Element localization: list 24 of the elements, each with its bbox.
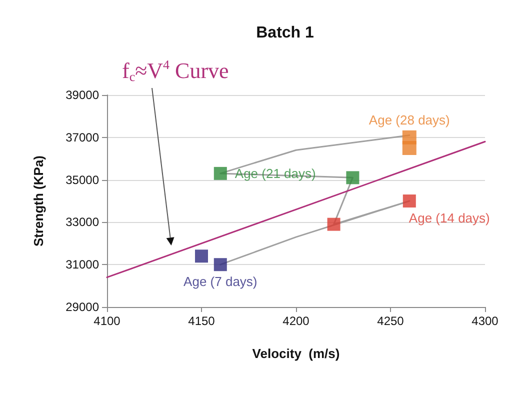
x-axis-title: Velocity (m/s) (252, 346, 340, 361)
point (402, 194, 416, 208)
point (327, 218, 340, 231)
x-tick-label: 4100 (94, 314, 121, 328)
series-label: Age (7 days) (184, 274, 258, 290)
y-tick-label: 37000 (66, 130, 100, 144)
x-tick-label: 4250 (377, 314, 404, 328)
x-tick-label: 4300 (472, 314, 499, 328)
x-tick-label: 4150 (188, 314, 216, 328)
y-tick-label: 31000 (66, 258, 100, 272)
x-tick-label: 4200 (282, 314, 310, 328)
y-tick-label: 35000 (66, 172, 100, 187)
chart-title: Batch 1 (256, 24, 314, 42)
point (195, 250, 208, 263)
point (402, 141, 416, 155)
y-axis-title: Strength (KPa) (31, 156, 46, 246)
point (214, 166, 227, 180)
series-label: Age (28 days) (368, 112, 450, 128)
point (214, 258, 227, 272)
series-label: Age (14 days) (408, 210, 490, 226)
y-tick-label: 29000 (66, 300, 100, 314)
point (346, 171, 360, 184)
y-tick-label: 33000 (66, 215, 100, 230)
y-tick-label: 39000 (66, 88, 100, 102)
